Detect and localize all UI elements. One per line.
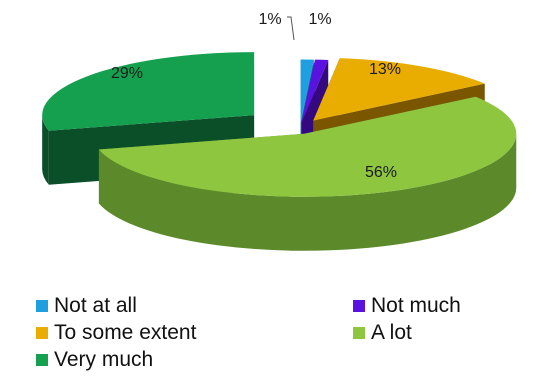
pie-slice-side-a-lot (98, 133, 517, 251)
legend-label-a-lot: A lot (371, 320, 412, 344)
pie-slice-top-a-lot (98, 96, 517, 197)
data-label-a-lot: 56% (365, 164, 397, 181)
pie-slice-side-very-much (42, 115, 49, 185)
pie-slice-a-lot (98, 96, 517, 251)
legend-item-not-at-all: Not at all (36, 292, 353, 319)
pie-slice-top-not-at-all (300, 59, 314, 123)
pie-chart-plot: 1% 1% 13% 56% 29% (42, 11, 517, 251)
legend-label-to-some-extent: To some extent (54, 320, 197, 344)
legend-item-a-lot: A lot (353, 319, 536, 346)
data-label-not-at-all: 1% (258, 11, 281, 28)
legend-label-not-much: Not much (371, 293, 461, 317)
legend-item-to-some-extent: To some extent (36, 319, 353, 346)
legend-item-not-much: Not much (353, 292, 536, 319)
chart-legend: Not at all Not much To some extent A lot Ver… (36, 292, 536, 373)
data-label-to-some-extent: 13% (369, 61, 401, 78)
legend-swatch-to-some-extent (36, 326, 48, 339)
legend-swatch-a-lot (353, 326, 365, 339)
pie-slice-top-not-much (301, 59, 329, 123)
legend-item-very-much: Very much (36, 346, 353, 373)
pie-layer (42, 52, 517, 251)
legend-swatch-not-much (353, 299, 365, 312)
leader-line-not-at-all (287, 16, 295, 41)
pie-slice-top-very-much (42, 52, 255, 131)
legend-swatch-not-at-all (36, 299, 48, 312)
legend-label-not-at-all: Not at all (54, 293, 137, 317)
pie-slice-top-to-some-extent (313, 58, 485, 121)
legend-swatch-very-much (36, 353, 48, 366)
legend-label-very-much: Very much (54, 347, 154, 371)
data-label-not-much: 1% (308, 11, 331, 28)
data-label-very-much: 29% (111, 65, 143, 82)
